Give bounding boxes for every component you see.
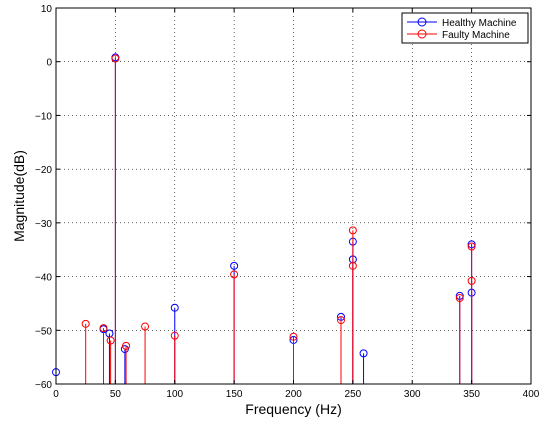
stem-marker — [111, 54, 120, 63]
stem-marker — [230, 261, 239, 270]
data-marks — [52, 53, 476, 384]
stem-marker — [289, 332, 298, 341]
x-tick-label: 400 — [523, 389, 540, 400]
y-tick-label: −10 — [35, 111, 52, 122]
axis-ticks: 0 50 100 150 200 250 300 350 400100−10−20−30−40−… — [35, 4, 540, 400]
legend-marker-healthy — [417, 17, 427, 27]
x-tick-label: 350 — [463, 389, 480, 400]
y-tick-label: −20 — [35, 165, 52, 176]
x-tick-label: 150 — [226, 389, 243, 400]
stem-marker — [99, 324, 108, 333]
stem-marker — [337, 316, 345, 325]
y-tick-label: −30 — [35, 219, 52, 230]
series-0 — [52, 53, 476, 384]
legend-entry-healthy: Healthy Machine — [407, 17, 517, 29]
series-1 — [81, 54, 476, 384]
stem-marker — [106, 336, 115, 345]
x-tick-label: 300 — [404, 389, 421, 400]
y-tick-label: −60 — [35, 380, 52, 391]
x-tick-label: 200 — [285, 389, 302, 400]
legend-label-faulty: Faulty Machine — [442, 30, 510, 41]
x-tick-label: 100 — [166, 389, 183, 400]
legend-marker-faulty — [417, 29, 427, 39]
legend-entry-faulty: Faulty Machine — [407, 29, 510, 41]
stem-marker — [141, 322, 150, 331]
x-axis-label: Frequency (Hz) — [245, 401, 341, 417]
x-tick-label: 50 — [110, 389, 122, 400]
stem-marker — [455, 294, 464, 303]
stem-marker — [122, 341, 131, 350]
stem-marker — [359, 349, 368, 358]
y-tick-label: −50 — [35, 326, 52, 337]
stem-marker — [170, 303, 179, 312]
y-tick-label: −40 — [35, 273, 52, 284]
stem-marker — [348, 226, 357, 235]
y-tick-label: 0 — [46, 58, 52, 69]
x-tick-label: 250 — [345, 389, 362, 400]
stem-marker — [230, 270, 239, 279]
x-tick-label: 0 — [53, 389, 59, 400]
stem-marker — [81, 319, 90, 328]
stem-marker — [170, 331, 179, 340]
y-axis-label: Magnitude(dB) — [11, 150, 27, 242]
y-tick-label: 10 — [41, 4, 53, 15]
legend: Healthy Machine Faulty Machine — [401, 12, 529, 44]
legend-label-healthy: Healthy Machine — [442, 18, 517, 29]
stem-marker — [467, 242, 476, 251]
